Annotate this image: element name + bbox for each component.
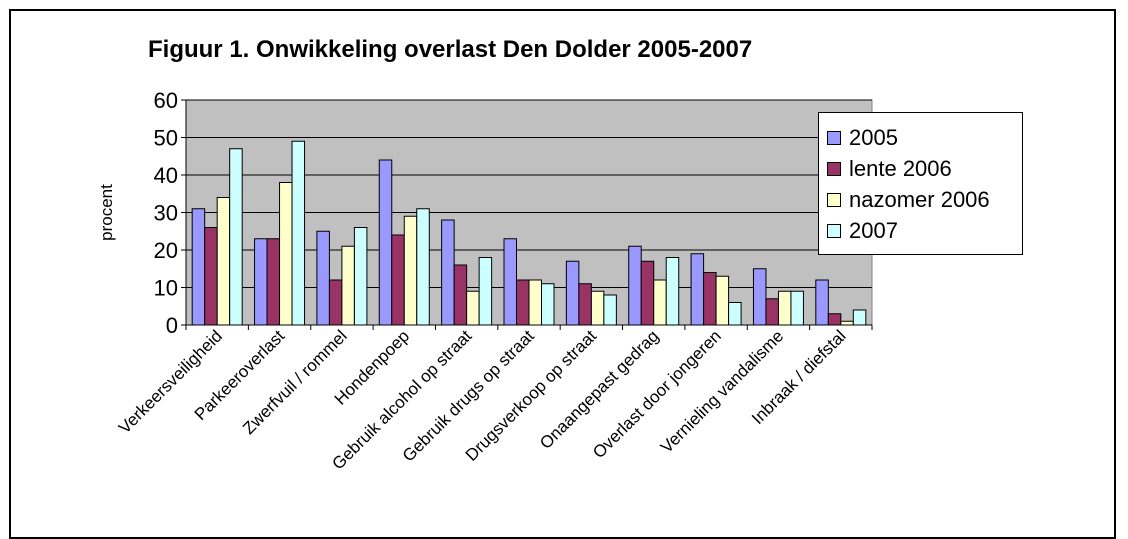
legend-swatch bbox=[827, 162, 841, 176]
y-tick-label: 60 bbox=[154, 88, 178, 113]
bar bbox=[453, 264, 468, 326]
bar bbox=[628, 245, 642, 326]
bar bbox=[827, 313, 842, 326]
chart-title: Figuur 1. Onwikkeling overlast Den Dolde… bbox=[148, 36, 753, 63]
bar bbox=[603, 294, 617, 326]
bar bbox=[840, 320, 854, 326]
bar bbox=[466, 290, 480, 326]
bar bbox=[478, 257, 493, 326]
bar bbox=[403, 215, 418, 326]
bar bbox=[441, 219, 455, 326]
bar bbox=[266, 238, 281, 326]
bar bbox=[728, 302, 742, 326]
bar bbox=[204, 227, 218, 326]
x-tick-label: Verkeersveiligheid bbox=[115, 326, 226, 437]
legend-label: 2005 bbox=[849, 125, 898, 150]
bar bbox=[777, 290, 792, 326]
bar bbox=[578, 283, 592, 326]
bar bbox=[528, 279, 542, 326]
legend-item: 2007 bbox=[827, 216, 898, 246]
bar bbox=[191, 208, 206, 326]
bar bbox=[378, 159, 393, 326]
bar bbox=[328, 279, 343, 326]
bar bbox=[665, 257, 680, 326]
legend-item: nazomer 2006 bbox=[827, 185, 990, 215]
bar bbox=[790, 290, 804, 326]
bar bbox=[703, 272, 717, 326]
legend-item: 2005 bbox=[827, 123, 898, 153]
legend-swatch bbox=[827, 193, 841, 207]
bar bbox=[752, 268, 767, 326]
bar bbox=[590, 290, 605, 326]
y-tick-label: 50 bbox=[154, 126, 178, 151]
y-tick-label: 0 bbox=[166, 313, 178, 338]
bar bbox=[341, 245, 355, 326]
x-tick-label: Overlast door jongeren bbox=[589, 326, 725, 462]
bar bbox=[565, 260, 580, 326]
legend: 2005 lente 2006 nazomer 2006 2007 bbox=[818, 112, 1023, 255]
x-tick-label: Onaangepast gedrag bbox=[536, 326, 662, 452]
bar bbox=[765, 298, 779, 326]
bar bbox=[640, 260, 655, 326]
bar bbox=[216, 197, 231, 326]
bar bbox=[503, 238, 517, 326]
y-tick-label: 30 bbox=[154, 201, 178, 226]
legend-label: lente 2006 bbox=[849, 156, 952, 181]
y-tick-label: 20 bbox=[154, 238, 178, 263]
bar bbox=[516, 279, 530, 326]
bar bbox=[316, 230, 330, 326]
bar bbox=[715, 275, 730, 326]
y-tick-label: 40 bbox=[154, 163, 178, 188]
legend-label: 2007 bbox=[849, 218, 898, 243]
x-tick-label: Zwerfvuil / rommel bbox=[239, 326, 351, 438]
x-tick-label: Vernieling vandalisme bbox=[657, 326, 787, 456]
bar bbox=[353, 227, 368, 326]
bar bbox=[254, 238, 268, 326]
y-tick-label: 10 bbox=[154, 276, 178, 301]
legend-item: lente 2006 bbox=[827, 154, 952, 184]
bar bbox=[653, 279, 667, 326]
bar bbox=[815, 279, 829, 326]
bar bbox=[541, 283, 555, 326]
bar bbox=[690, 253, 705, 326]
bar bbox=[291, 140, 306, 326]
legend-label: nazomer 2006 bbox=[849, 187, 990, 212]
legend-swatch bbox=[827, 131, 841, 145]
bar bbox=[229, 148, 243, 326]
legend-swatch bbox=[827, 224, 841, 238]
bar bbox=[416, 208, 430, 326]
bar bbox=[391, 234, 405, 326]
y-axis-label: procent bbox=[97, 184, 116, 241]
bar bbox=[279, 182, 293, 326]
bars bbox=[191, 140, 867, 326]
bar bbox=[852, 309, 867, 326]
